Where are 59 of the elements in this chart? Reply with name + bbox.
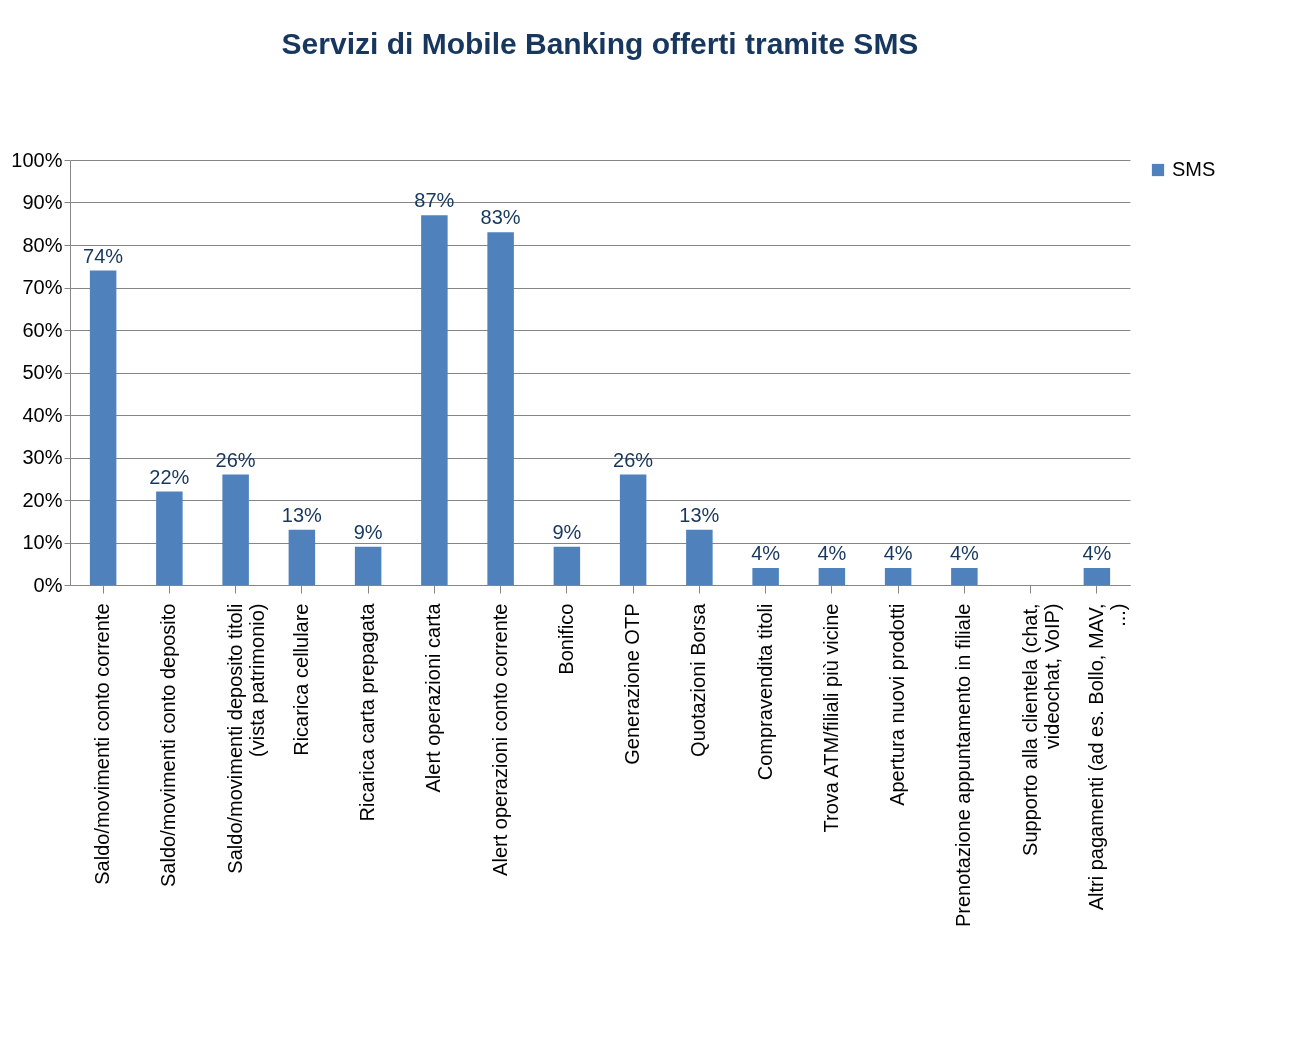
x-tick-label: Prenotazione appuntamento in filiale (952, 603, 975, 928)
data-label: 9% (552, 520, 582, 543)
y-tick-label: 40% (22, 403, 63, 426)
y-tick-label: 60% (22, 318, 63, 341)
x-tick-label: Saldo/movimenti conto corrente (91, 603, 114, 885)
data-label: 4% (883, 542, 913, 564)
data-label: 4% (751, 542, 781, 564)
bar (222, 474, 249, 585)
data-label: 22% (149, 465, 190, 488)
y-tick-label: 50% (22, 361, 63, 383)
x-tick-label: Trova ATM/filiali più vicine (819, 603, 842, 833)
data-label: 26% (613, 448, 654, 471)
bar (686, 529, 713, 585)
data-label: 13% (281, 503, 323, 526)
bar (487, 232, 514, 585)
x-tick-label: Apertura nuovi prodotti (886, 603, 909, 806)
bar (752, 568, 779, 585)
data-label: 74% (83, 244, 124, 267)
bar (553, 546, 581, 585)
x-tick-label: Altri pagamenti (ad es. Bollo, MAV, ...) (1084, 603, 1129, 911)
data-label: 4% (1082, 542, 1112, 564)
y-tick-label: 10% (22, 531, 63, 553)
x-tick-label: Bonifico (554, 603, 577, 675)
x-tick-label: Alert operazioni conto corrente (488, 603, 511, 876)
bar (156, 491, 183, 585)
bar (354, 546, 382, 585)
bar (951, 568, 978, 585)
data-label: 4% (817, 542, 847, 564)
bar (288, 529, 316, 585)
data-label: 26% (215, 448, 256, 471)
y-tick-label: 70% (22, 276, 63, 298)
y-tick-label: 90% (22, 191, 63, 213)
y-tick-label: 80% (22, 233, 63, 256)
bar (89, 270, 117, 585)
x-tick-label: Ricarica cellulare (289, 603, 312, 756)
x-tick-label: Supporto alla clientela (chat, videochat, VoIP) (1018, 603, 1063, 856)
bar (818, 568, 846, 585)
x-tick-label: Alert operazioni carta (422, 602, 445, 793)
x-tick-label: Ricarica carta prepagata (356, 602, 379, 822)
y-tick-label: 0% (33, 573, 63, 596)
chart-title: Servizi di Mobile Banking offerti tramite SMS (281, 27, 919, 60)
bar (619, 474, 647, 585)
data-label: 9% (353, 520, 383, 543)
x-tick-label: Compravendita titoli (753, 603, 776, 781)
data-label: 4% (949, 542, 980, 564)
x-tick-label: Saldo/movimenti conto deposito (157, 603, 180, 887)
y-tick-label: 30% (22, 446, 63, 468)
data-label: 13% (679, 503, 720, 526)
bar (421, 215, 448, 585)
data-label: 87% (414, 189, 455, 212)
x-tick-label: Saldo/movimenti deposito titoli (vista patrimonio) (223, 603, 268, 874)
data-label: 83% (480, 206, 521, 229)
legend-label: SMS (1172, 158, 1216, 180)
y-tick-label: 20% (22, 488, 63, 511)
x-tick-label: Generazione OTP (621, 603, 644, 765)
bar (1083, 568, 1111, 585)
x-tick-label: Quotazioni Borsa (687, 602, 710, 757)
bar (884, 568, 912, 585)
y-tick-label: 100% (11, 148, 63, 171)
